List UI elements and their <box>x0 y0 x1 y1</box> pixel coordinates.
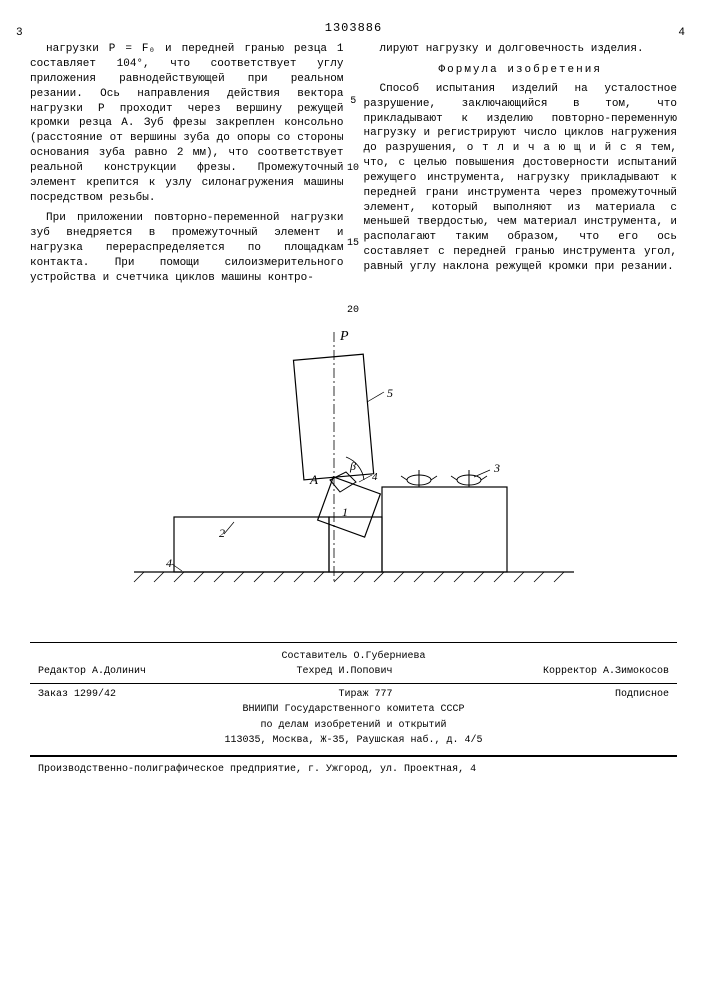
leader-2 <box>224 522 234 534</box>
label-1: 1 <box>342 505 348 519</box>
label-4b: 4 <box>372 471 378 483</box>
label-4: 4 <box>166 556 172 570</box>
text-columns: 3 4 5 10 15 20 нагрузки P = F₀ и передне… <box>30 42 677 292</box>
leader-5 <box>367 392 384 402</box>
left-para-2: При приложении повторно-переменной нагру… <box>30 211 344 285</box>
block-3-step <box>329 517 382 572</box>
footer-row-2: Заказ 1299/42 Тираж 777 Подписное <box>30 687 677 703</box>
element-5 <box>293 354 373 480</box>
page: 1303886 3 4 5 10 15 20 нагрузки P = F₀ и… <box>0 0 707 792</box>
right-column: лируют нагрузку и долговечность изделия.… <box>364 42 678 292</box>
footer-techred: Техред И.Попович <box>296 665 392 679</box>
right-para-2: Способ испытания изделий на усталостное … <box>364 82 678 275</box>
label-beta: β <box>349 459 356 473</box>
leader-3 <box>474 470 490 477</box>
figure: P A β 1 2 3 4 5 4 <box>124 322 584 602</box>
label-5: 5 <box>387 386 393 400</box>
footer-printer: Производственно-полиграфическое предприя… <box>30 757 677 783</box>
label-2: 2 <box>219 526 225 540</box>
figure-svg: P A β 1 2 3 4 5 4 <box>124 322 584 602</box>
left-column: нагрузки P = F₀ и передней гранью резца … <box>30 42 344 292</box>
left-para-1: нагрузки P = F₀ и передней гранью резца … <box>30 42 344 205</box>
fastener-1 <box>401 470 437 487</box>
label-3: 3 <box>493 461 500 475</box>
right-para-1: лируют нагрузку и долговечность изделия. <box>364 42 678 57</box>
footer-org1: ВНИИПИ Государственного комитета СССР <box>30 702 677 718</box>
footer-block: Составитель О.Губерниева Редактор А.Доли… <box>30 642 677 756</box>
line-marker-20: 20 <box>347 304 359 318</box>
label-A: A <box>309 472 318 487</box>
line-marker-15: 15 <box>347 237 359 251</box>
block-2 <box>174 517 329 572</box>
footer-tirazh: Тираж 777 <box>338 688 392 702</box>
ground-hatch <box>134 572 564 582</box>
right-col-number: 4 <box>678 26 685 41</box>
footer-subscription: Подписное <box>615 688 669 702</box>
footer-org2: по делам изобретений и открытий <box>30 718 677 734</box>
footer-address: 113035, Москва, Ж-35, Раушская наб., д. … <box>30 733 677 749</box>
footer-editor: Редактор А.Долинич <box>38 665 146 679</box>
leader-4-detail <box>359 475 372 482</box>
footer-row-1: Редактор А.Долинич Техред И.Попович Корр… <box>30 664 677 680</box>
block-3-base <box>382 487 507 572</box>
formula-title: Формула изобретения <box>364 63 678 78</box>
line-marker-5: 5 <box>350 95 356 109</box>
fastener-2 <box>451 470 487 487</box>
footer-order: Заказ 1299/42 <box>38 688 116 702</box>
document-number: 1303886 <box>30 20 677 36</box>
footer-corrector: Корректор А.Зимокосов <box>543 665 669 679</box>
label-P: P <box>339 329 349 344</box>
footer-compiler: Составитель О.Губерниева <box>30 649 677 665</box>
line-marker-10: 10 <box>347 162 359 176</box>
left-col-number: 3 <box>16 26 23 41</box>
